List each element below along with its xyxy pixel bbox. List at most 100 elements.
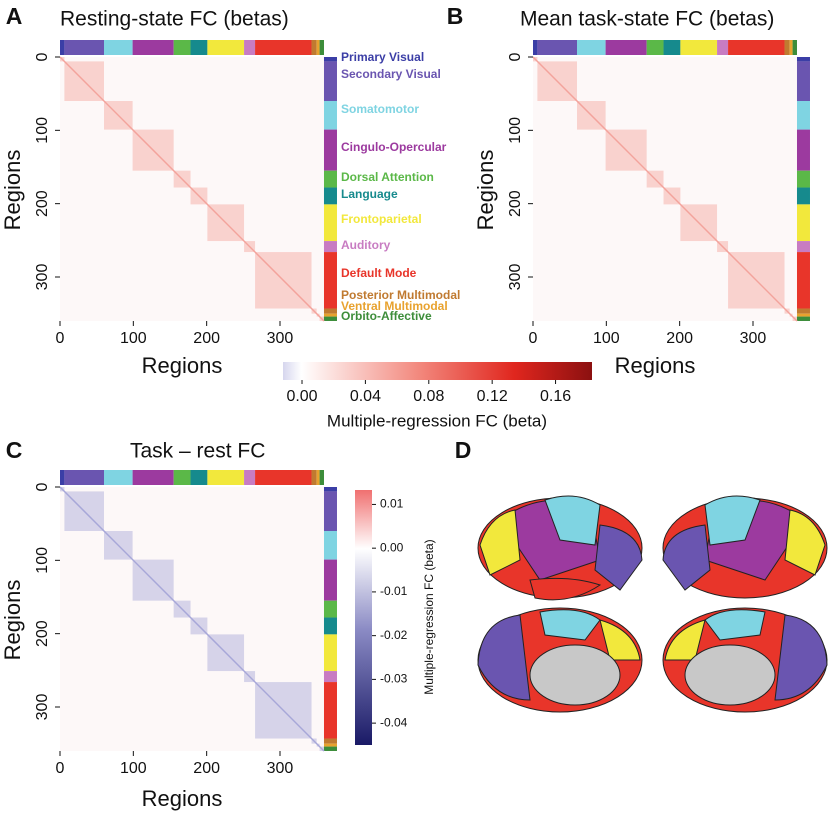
network-bar-top [663,40,681,55]
network-label: Somatomotor [341,102,419,116]
network-bar-side [323,100,337,130]
x-tick-label: 100 [120,760,147,777]
network-bar-top [319,470,324,485]
network-label: Auditory [341,238,391,252]
x-tick-label: 100 [593,330,620,347]
network-label: Ventral Multimodal [341,299,448,313]
colorbar-tick-label: -0.02 [380,628,408,642]
network-bar-side [796,313,810,317]
x-axis-label: Regions [142,786,223,811]
x-tick-label: 200 [666,330,693,347]
network-bar-top [60,40,65,55]
x-axis-label: Regions [615,353,696,378]
network-bar-side [323,743,337,747]
panel-title: Resting-state FC (betas) [60,8,289,31]
network-label: Dorsal Attention [341,170,434,184]
y-tick-label: 300 [507,264,524,291]
network-bar-top [784,40,790,55]
x-tick-label: 300 [267,330,294,347]
network-bar-top [255,470,312,485]
network-bar-side [323,252,337,309]
network-bar-side [323,57,337,62]
network-bar-top [646,40,664,55]
colorbar-tick-label: 0.01 [380,497,404,511]
network-bar-side [323,738,337,744]
panel-letter: D [455,437,472,463]
y-tick-label: 200 [34,620,51,647]
network-bar-side [796,252,810,309]
network-label: Language [341,187,398,201]
network-label: Orbito-Affective [341,309,432,323]
y-tick-label: 100 [34,117,51,144]
network-bar-side [323,682,337,739]
colorbar-tick-label: -0.04 [380,715,408,729]
network-bar-side [323,61,337,101]
network-bar-top [316,40,320,55]
panel-letter: B [447,3,464,29]
colorbar-label: Multiple-regression FC (beta) [327,411,547,430]
network-bar-top [132,40,174,55]
colorbar-tick-label: 0.12 [477,388,508,405]
colorbar-tick-label: 0.00 [380,540,404,554]
x-tick-label: 200 [193,330,220,347]
network-bar-side [323,671,337,683]
diagonal [59,56,325,322]
network-bar-side [796,316,810,321]
y-tick-label: 0 [34,52,51,61]
x-tick-label: 300 [267,760,294,777]
network-bar-top [792,40,797,55]
network-bar-side [323,746,337,751]
network-bar-top [64,40,104,55]
colorbar [355,490,372,745]
diagonal [59,486,325,752]
network-bar-top [244,40,256,55]
network-bar-top [255,40,312,55]
network-bar-side [796,241,810,253]
brain-surfaces [477,495,828,713]
x-tick-label: 0 [56,330,65,347]
network-bar-top [132,470,174,485]
network-label: Frontoparietal [341,212,422,226]
x-axis-label: Regions [142,353,223,378]
network-bar-side [796,129,810,171]
network-bar-top [316,470,320,485]
network-label: Default Mode [341,266,417,280]
colorbar [283,362,592,380]
y-axis-label: Regions [473,150,498,231]
colorbar-tick-label: 0.04 [350,388,381,405]
network-bar-side [323,634,337,672]
network-bar-top [576,40,606,55]
network-bar-top [173,470,191,485]
network-bar-top [717,40,729,55]
y-tick-label: 300 [34,694,51,721]
network-bar-top [319,40,324,55]
network-bar-side [796,204,810,242]
colorbar-tick-label: 0.00 [286,388,317,405]
network-bar-side [323,617,337,635]
panel-letter: C [6,437,23,463]
network-bar-top [311,470,317,485]
colorbar-tick-label: -0.03 [380,672,408,686]
network-bar-top [103,40,133,55]
network-bar-top [60,470,65,485]
y-tick-label: 0 [507,52,524,61]
colorbar-tick-label: 0.16 [540,388,571,405]
network-bar-top [680,40,718,55]
panel-letter: A [6,3,23,29]
y-axis-label: Regions [0,580,25,661]
network-bar-side [796,170,810,188]
network-bar-side [323,487,337,492]
colorbar-tick-label: 0.08 [413,388,444,405]
y-tick-label: 0 [34,482,51,491]
diagonal [532,56,798,322]
panel-title: Mean task-state FC (betas) [520,8,774,31]
network-bar-top [207,470,245,485]
y-tick-label: 300 [34,264,51,291]
network-bar-side [323,129,337,171]
network-bar-top [311,40,317,55]
network-bar-top [103,470,133,485]
x-tick-label: 200 [193,760,220,777]
network-bar-top [789,40,793,55]
network-bar-top [190,40,208,55]
